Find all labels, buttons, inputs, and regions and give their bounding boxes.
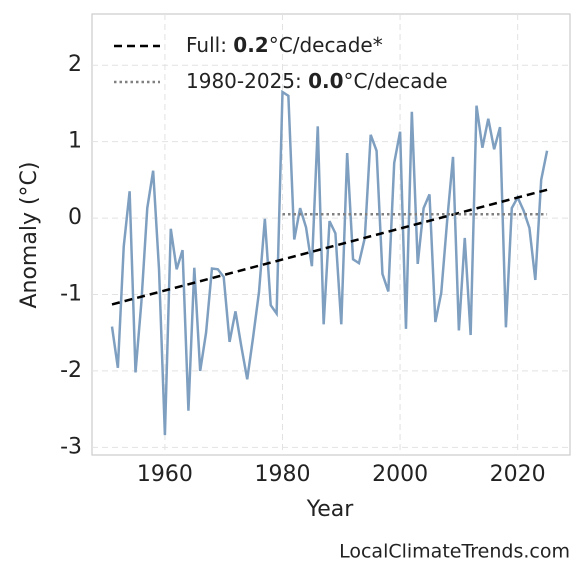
legend-label-part: °C/decade*	[269, 33, 383, 57]
x-axis-label: Year	[306, 497, 355, 522]
legend-label: 1980-2025: 0.0°C/decade	[186, 69, 448, 93]
y-tick-label: 0	[68, 205, 82, 230]
trend-line	[111, 188, 548, 306]
data-line	[110, 89, 549, 436]
x-tick-label: 2020	[490, 462, 546, 487]
legend-label-part: 0.2	[233, 33, 268, 57]
y-tick-label: 1	[68, 129, 82, 154]
legend-label-part: Full:	[186, 33, 233, 57]
y-axis-label: Anomaly (°C)	[17, 161, 42, 308]
legend-label-part: °C/decade	[344, 69, 448, 93]
x-tick-label: 1960	[137, 462, 193, 487]
x-tick-label: 2000	[372, 462, 428, 487]
y-tick-label: 2	[68, 52, 82, 77]
watermark: LocalClimateTrends.com	[339, 541, 570, 563]
y-tick-label: -3	[60, 434, 82, 459]
x-tick-label: 1980	[254, 462, 310, 487]
legend-label-part: 1980-2025:	[186, 69, 308, 93]
y-tick-label: -2	[60, 358, 82, 383]
legend-label-part: 0.0	[308, 69, 343, 93]
y-tick-label: -1	[60, 281, 82, 306]
legend-label: Full: 0.2°C/decade*	[186, 33, 383, 57]
